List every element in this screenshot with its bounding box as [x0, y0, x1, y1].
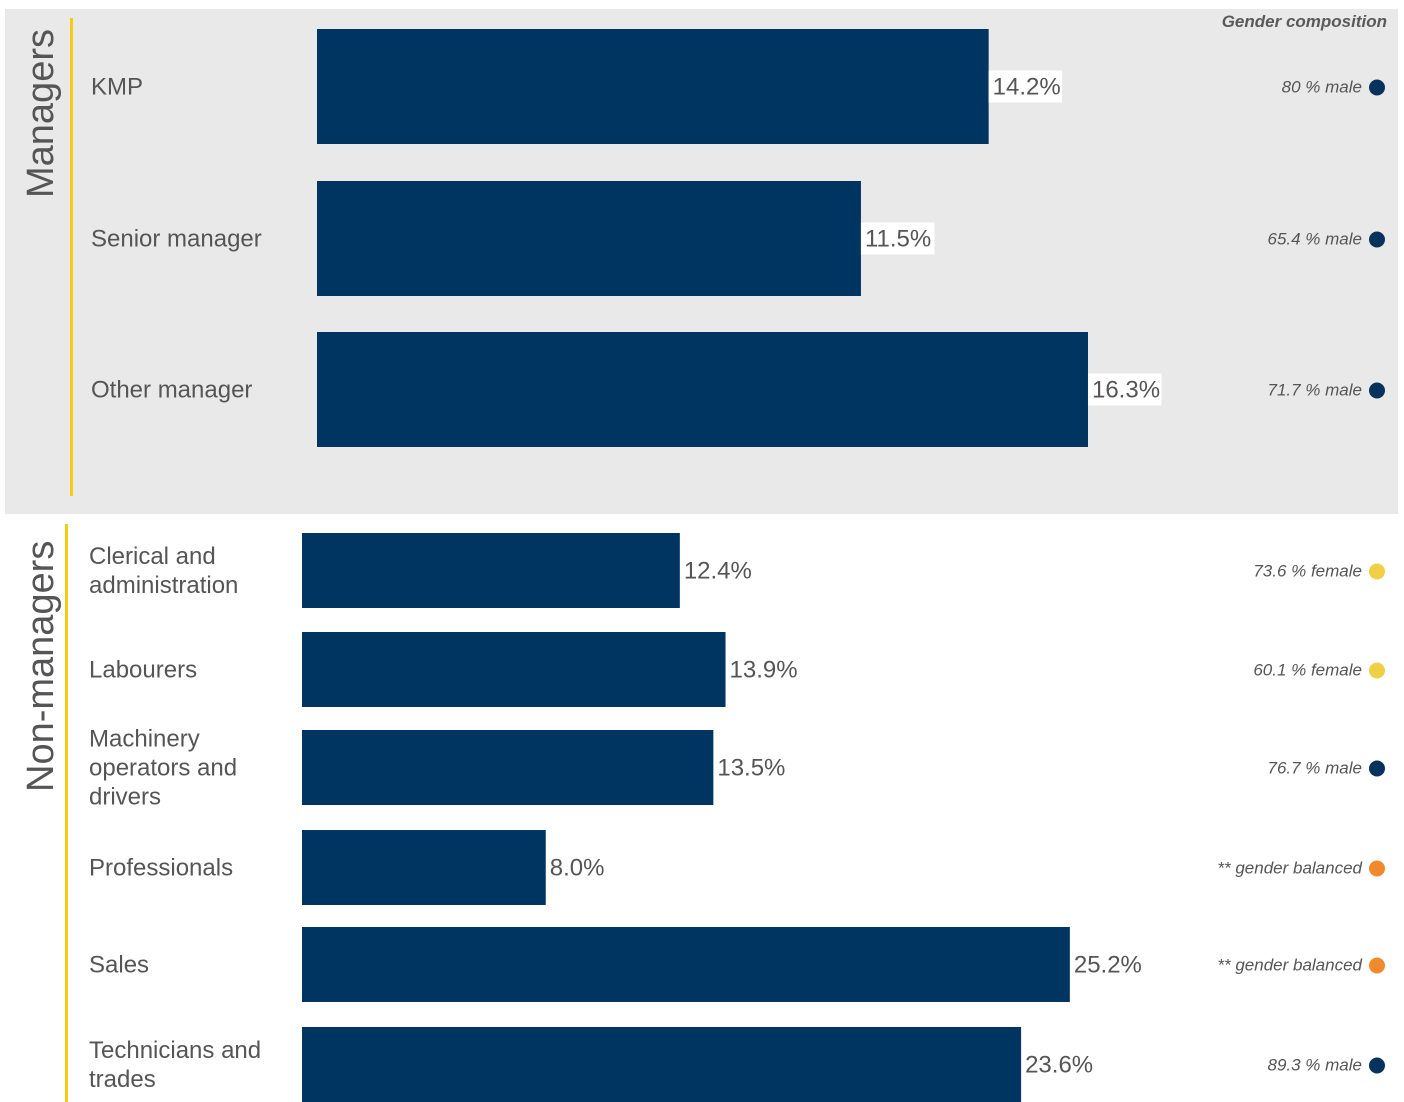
- value-label-labourers: 13.9%: [730, 657, 798, 684]
- gender-label-labourers: 60.1 % female: [1253, 661, 1362, 680]
- bar-labourers: [302, 632, 726, 707]
- bar-sales: [302, 927, 1070, 1002]
- bar-professionals: [302, 830, 546, 905]
- bar-clerical-and-administration: [302, 533, 680, 608]
- gender-label-machinery-operators-and-drivers: 76.7 % male: [1268, 759, 1363, 778]
- gender-label-senior-manager: 65.4 % male: [1268, 230, 1363, 249]
- gender-dot-labourers: [1369, 662, 1385, 679]
- gender-label-technicians-and-trades: 89.3 % male: [1268, 1056, 1363, 1075]
- value-label-machinery-operators-and-drivers: 13.5%: [717, 755, 785, 782]
- gender-label-kmp: 80 % male: [1282, 78, 1362, 97]
- gender-composition-header: Gender composition: [1221, 12, 1387, 31]
- gender-label-professionals: ** gender balanced: [1217, 859, 1362, 878]
- bar-machinery-operators-and-drivers: [302, 730, 714, 805]
- gender-dot-other-manager: [1369, 382, 1385, 399]
- value-label-technicians-and-trades: 23.6%: [1025, 1052, 1093, 1079]
- gender-label-clerical-and-administration: 73.6 % female: [1253, 562, 1362, 581]
- category-label-sales: Sales: [89, 952, 149, 979]
- gender-dot-machinery-operators-and-drivers: [1369, 760, 1385, 777]
- value-label-senior-manager: 11.5%: [865, 226, 931, 253]
- value-label-bg-kmp: [988, 70, 1063, 103]
- non-managers-group-accent: [65, 524, 68, 1102]
- gender-dot-sales: [1369, 957, 1385, 974]
- value-label-clerical-and-administration: 12.4%: [684, 558, 752, 585]
- gender-dot-kmp: [1369, 79, 1385, 96]
- gender-dot-professionals: [1369, 860, 1385, 877]
- value-label-bg-other-manager: [1087, 373, 1162, 406]
- gender-dot-technicians-and-trades: [1369, 1057, 1385, 1074]
- category-label-professionals: Professionals: [89, 855, 233, 882]
- bar-kmp: [317, 29, 989, 144]
- gender-dot-senior-manager: [1369, 231, 1385, 248]
- category-label-other-manager: Other manager: [91, 377, 252, 404]
- bar-other-manager: [317, 332, 1088, 447]
- gender-label-sales: ** gender balanced: [1217, 956, 1362, 975]
- gender-dot-clerical-and-administration: [1369, 563, 1385, 580]
- value-label-professionals: 8.0%: [550, 855, 605, 882]
- bar-technicians-and-trades: [302, 1027, 1022, 1102]
- value-label-sales: 25.2%: [1074, 952, 1142, 979]
- value-label-kmp: 14.2%: [993, 74, 1061, 101]
- gender-label-other-manager: 71.7 % male: [1268, 381, 1363, 400]
- category-label-labourers: Labourers: [89, 657, 197, 684]
- managers-group-accent: [70, 18, 73, 496]
- value-label-bg-senior-manager: [860, 222, 935, 255]
- category-label-technicians-and-trades: Technicians and trades: [89, 1037, 261, 1093]
- category-label-senior-manager: Senior manager: [91, 226, 262, 253]
- category-label-machinery-operators-and-drivers: Machinery operators and drivers: [89, 726, 237, 811]
- category-label-clerical-and-administration: Clerical and administration: [89, 543, 238, 599]
- value-label-other-manager: 16.3%: [1092, 377, 1160, 404]
- category-label-kmp: KMP: [91, 74, 143, 101]
- bar-senior-manager: [317, 181, 861, 296]
